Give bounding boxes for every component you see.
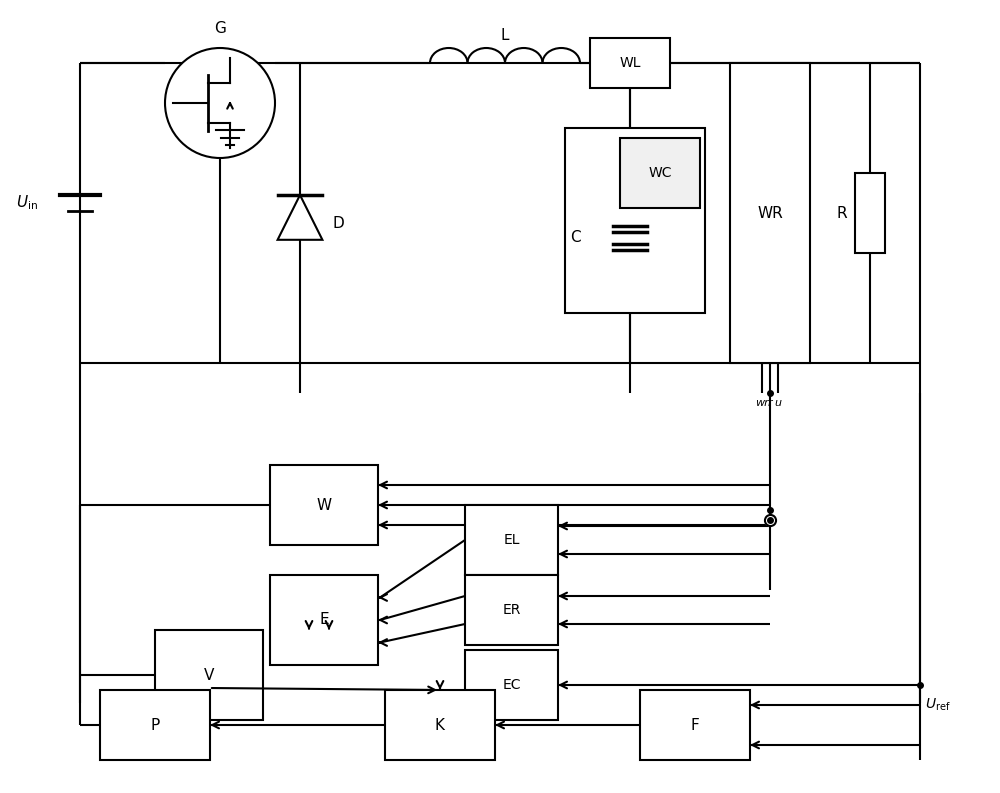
- Text: WR: WR: [757, 205, 783, 220]
- Bar: [590, 38, 670, 88]
- Bar: [465, 505, 558, 575]
- Text: ER: ER: [502, 603, 521, 617]
- Text: E: E: [319, 612, 329, 627]
- Text: R: R: [836, 205, 847, 220]
- Text: F: F: [691, 718, 699, 733]
- Bar: [385, 690, 495, 760]
- Text: EC: EC: [502, 678, 521, 692]
- Bar: [465, 650, 558, 720]
- Text: W: W: [316, 497, 332, 512]
- Text: L: L: [501, 28, 509, 43]
- Circle shape: [165, 48, 275, 158]
- Text: $U_{\mathrm{ref}}$: $U_{\mathrm{ref}}$: [925, 697, 951, 713]
- Text: $U_{\mathrm{in}}$: $U_{\mathrm{in}}$: [16, 193, 38, 213]
- Bar: [155, 630, 263, 720]
- Text: u: u: [774, 398, 782, 408]
- Text: C: C: [570, 231, 580, 246]
- Text: EL: EL: [503, 533, 520, 547]
- Text: G: G: [214, 21, 226, 36]
- Text: P: P: [150, 718, 160, 733]
- Bar: [270, 575, 378, 665]
- Text: r: r: [768, 398, 772, 408]
- Bar: [620, 138, 700, 208]
- Bar: [100, 690, 210, 760]
- Text: D: D: [333, 216, 345, 231]
- Polygon shape: [278, 195, 322, 239]
- Text: V: V: [204, 668, 214, 683]
- Bar: [855, 173, 885, 253]
- Text: K: K: [435, 718, 445, 733]
- Bar: [270, 465, 378, 545]
- Text: WL: WL: [619, 56, 641, 70]
- Text: WC: WC: [648, 166, 672, 180]
- Bar: [730, 63, 810, 363]
- Bar: [465, 575, 558, 645]
- Bar: [640, 690, 750, 760]
- Bar: [565, 128, 705, 313]
- Text: wr: wr: [755, 398, 769, 408]
